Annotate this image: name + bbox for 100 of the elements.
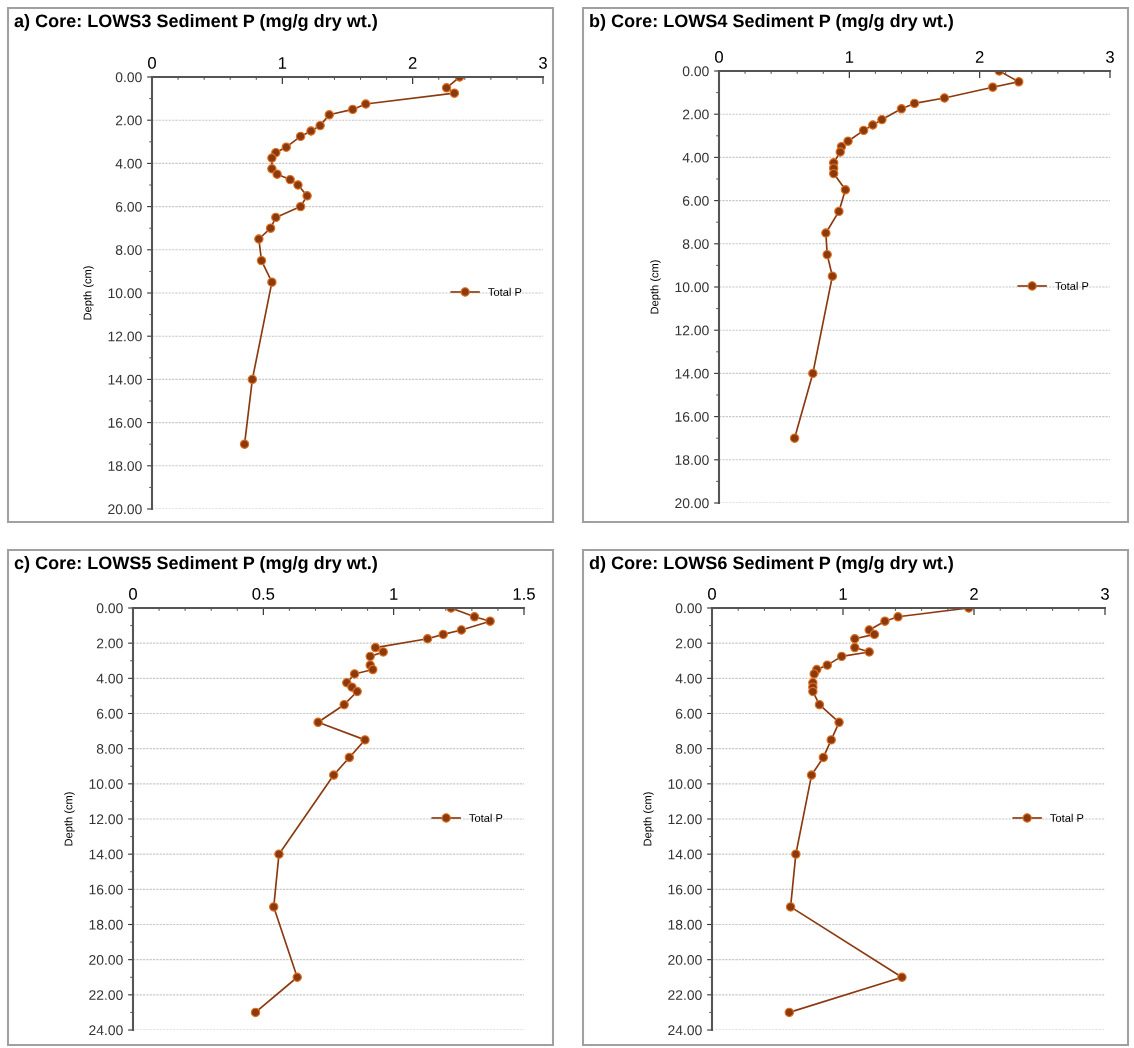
point bbox=[893, 612, 903, 622]
y-tick-label: 18.00 bbox=[89, 919, 123, 930]
point bbox=[267, 164, 277, 174]
y-tick-label: 20.00 bbox=[108, 504, 142, 515]
y-tick-label: 4.00 bbox=[96, 673, 123, 684]
point bbox=[456, 625, 467, 635]
point bbox=[349, 669, 360, 679]
y-tick-label: 12.00 bbox=[675, 325, 709, 336]
point bbox=[850, 642, 860, 653]
point bbox=[834, 717, 844, 728]
point bbox=[247, 374, 258, 385]
y-tick-label: 24.00 bbox=[668, 1025, 702, 1036]
legend-label: Total P bbox=[1055, 281, 1089, 290]
point bbox=[267, 153, 277, 163]
x-tick-label: 0 bbox=[129, 588, 137, 600]
point bbox=[368, 664, 378, 675]
point bbox=[806, 770, 817, 780]
point bbox=[328, 770, 339, 780]
point bbox=[834, 206, 844, 217]
point bbox=[836, 651, 847, 662]
point bbox=[239, 439, 250, 449]
point bbox=[378, 647, 388, 657]
point bbox=[274, 849, 284, 859]
point bbox=[267, 277, 277, 287]
y-tick-label: 8.00 bbox=[682, 239, 709, 249]
point bbox=[987, 82, 998, 92]
point bbox=[339, 699, 349, 710]
point bbox=[864, 647, 874, 657]
point bbox=[822, 660, 833, 670]
point bbox=[1014, 77, 1024, 87]
point bbox=[365, 651, 375, 662]
point bbox=[826, 735, 836, 745]
point bbox=[485, 616, 495, 626]
y-tick-label: 6.00 bbox=[675, 708, 702, 719]
y-tick-label: 4.00 bbox=[682, 152, 709, 163]
point bbox=[785, 902, 796, 912]
x-tick-label: 3 bbox=[539, 57, 547, 69]
y-tick-label: 0.00 bbox=[675, 603, 702, 614]
x-tick-label: 0 bbox=[708, 588, 716, 600]
point bbox=[361, 99, 371, 109]
x-tick-label: 1 bbox=[839, 588, 847, 600]
point bbox=[281, 142, 291, 152]
point bbox=[438, 629, 448, 640]
y-tick-label: 8.00 bbox=[675, 744, 702, 754]
point bbox=[344, 752, 355, 763]
point bbox=[809, 669, 819, 679]
y-tick-label: 22.00 bbox=[668, 990, 702, 1000]
y-tick-label: 4.00 bbox=[115, 158, 142, 169]
y-axis-title: Depth (cm) bbox=[643, 792, 654, 846]
y-tick-label: 24.00 bbox=[89, 1025, 123, 1036]
point bbox=[256, 255, 267, 266]
y-tick-label: 2.00 bbox=[96, 638, 123, 649]
y-tick-label: 20.00 bbox=[668, 955, 702, 965]
point bbox=[271, 212, 281, 223]
y-tick-label: 8.00 bbox=[115, 245, 142, 255]
point bbox=[469, 612, 480, 622]
point bbox=[265, 223, 276, 233]
y-tick-label: 16.00 bbox=[108, 417, 142, 428]
point bbox=[292, 972, 302, 982]
y-tick-label: 0.00 bbox=[682, 66, 709, 77]
y-tick-label: 6.00 bbox=[96, 708, 123, 719]
y-tick-label: 16.00 bbox=[675, 411, 709, 422]
y-tick-label: 14.00 bbox=[89, 849, 123, 860]
point bbox=[896, 104, 907, 114]
x-tick-label: 0 bbox=[715, 51, 723, 63]
y-tick-label: 12.00 bbox=[668, 814, 702, 825]
point bbox=[869, 629, 880, 640]
legend-label: Total P bbox=[469, 813, 503, 822]
x-tick-label: 3 bbox=[1106, 51, 1114, 63]
y-tick-label: 18.00 bbox=[675, 455, 709, 465]
point bbox=[808, 686, 818, 697]
point bbox=[821, 228, 831, 238]
point bbox=[370, 642, 381, 653]
legend-label: Total P bbox=[488, 287, 522, 296]
y-tick-label: 2.00 bbox=[682, 109, 709, 120]
point bbox=[352, 686, 362, 697]
x-tick-label: 2 bbox=[975, 51, 984, 63]
y-tick-label: 4.00 bbox=[675, 673, 702, 684]
point bbox=[814, 699, 825, 710]
point bbox=[315, 120, 325, 131]
point bbox=[822, 249, 832, 260]
point bbox=[441, 83, 452, 93]
point bbox=[939, 93, 950, 103]
point bbox=[254, 234, 264, 244]
point bbox=[880, 616, 890, 626]
point bbox=[897, 972, 907, 982]
x-tick-label: 2 bbox=[970, 588, 978, 600]
y-tick-label: 0.00 bbox=[96, 603, 123, 614]
x-tick-label: 3 bbox=[1101, 588, 1109, 600]
point bbox=[877, 114, 887, 125]
y-tick-label: 16.00 bbox=[89, 884, 123, 895]
point bbox=[269, 902, 279, 912]
y-tick-label: 14.00 bbox=[668, 849, 702, 860]
point bbox=[791, 849, 801, 859]
y-tick-label: 2.00 bbox=[675, 638, 702, 649]
y-tick-label: 0.00 bbox=[115, 72, 142, 83]
y-tick-label: 14.00 bbox=[675, 368, 709, 379]
point bbox=[360, 735, 370, 745]
point bbox=[422, 634, 433, 644]
y-tick-label: 22.00 bbox=[89, 990, 123, 1000]
